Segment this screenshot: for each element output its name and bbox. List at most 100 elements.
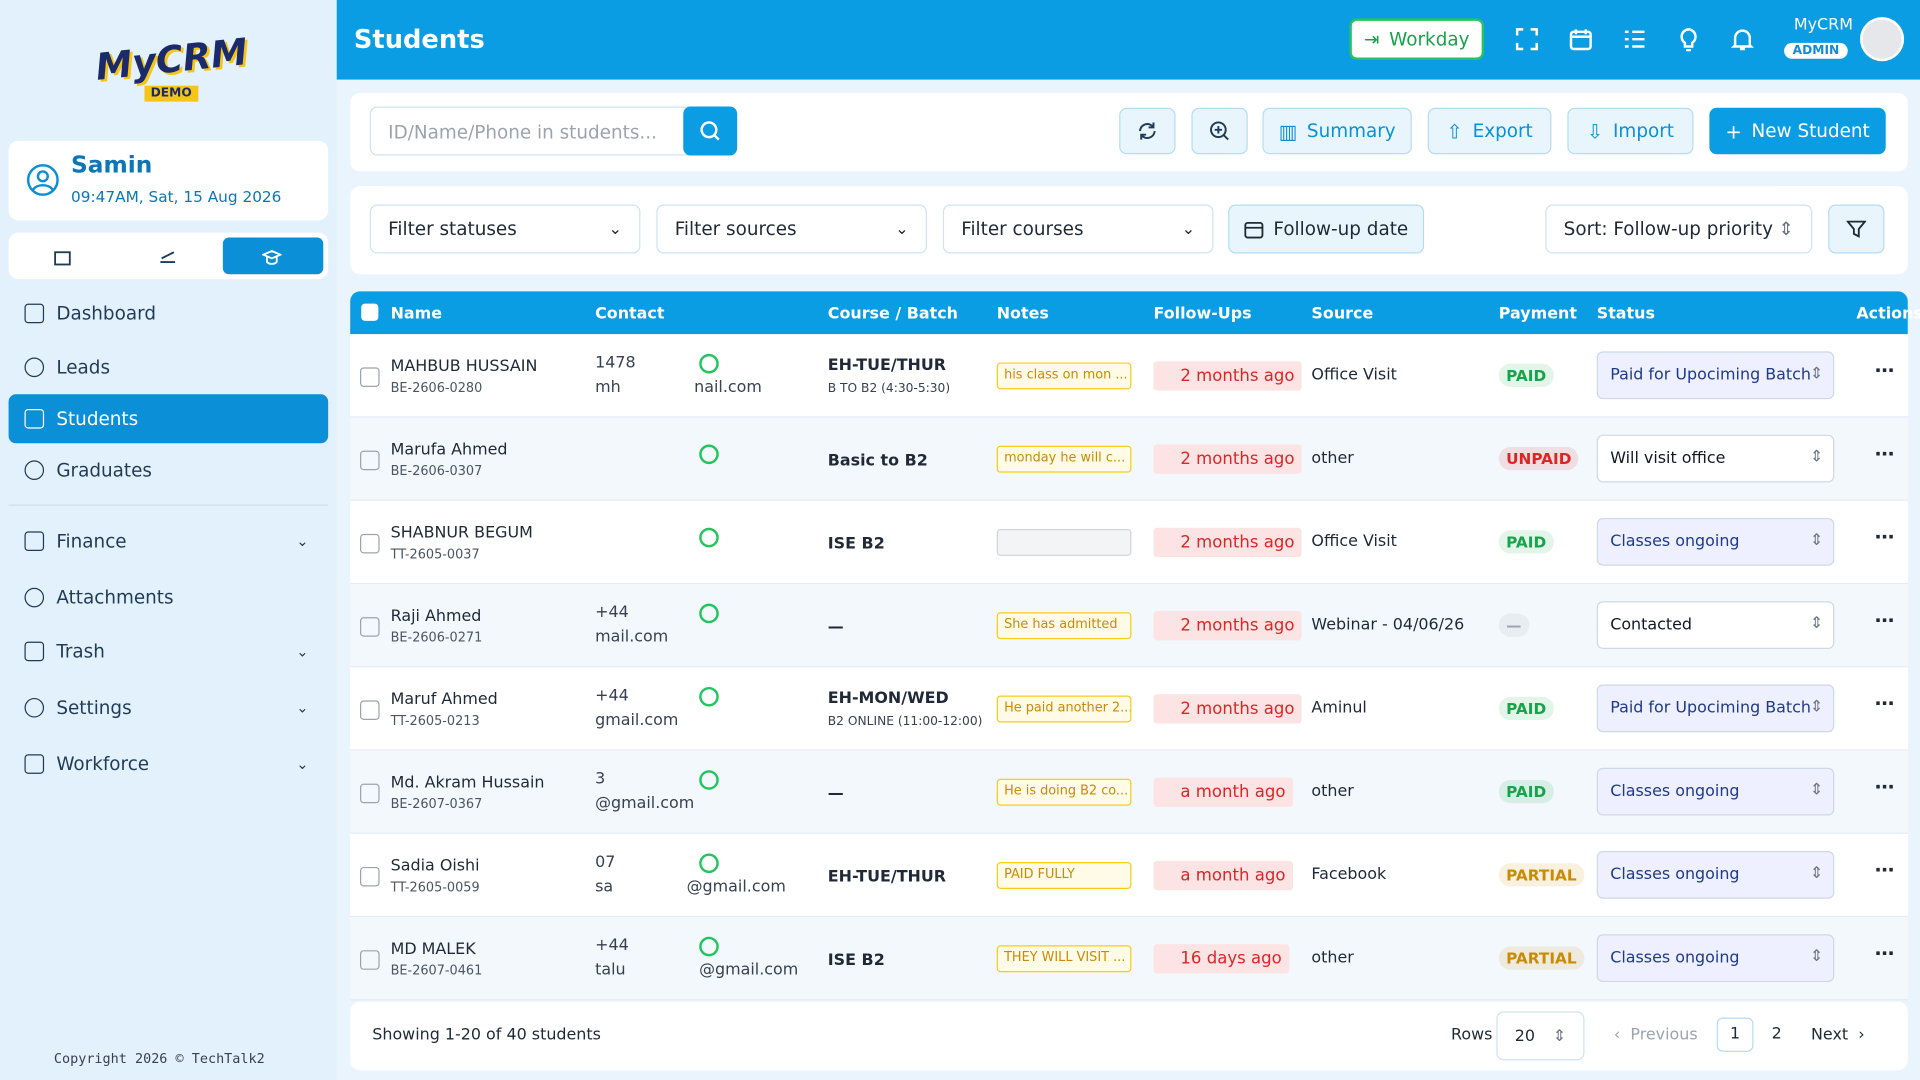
note: He paid another 2... bbox=[996, 695, 1132, 723]
contact-text: nail.com bbox=[694, 378, 762, 397]
toolbar-button[interactable]: ▥ Summary bbox=[1262, 107, 1412, 155]
rows-select[interactable]: 20 ⇕ bbox=[1496, 1011, 1585, 1061]
followup-badge: 16 days ago bbox=[1153, 944, 1290, 974]
source: Office Visit bbox=[1311, 366, 1397, 385]
whatsapp-icon[interactable] bbox=[699, 444, 719, 465]
whatsapp-icon[interactable] bbox=[699, 853, 719, 874]
row-actions[interactable]: ⋯ bbox=[1874, 525, 1895, 549]
row-actions[interactable]: ⋯ bbox=[1874, 358, 1895, 383]
page-button[interactable]: 1 bbox=[1716, 1017, 1754, 1052]
status-select[interactable]: Classes ongoing ⇕ bbox=[1596, 934, 1835, 983]
nav-item[interactable]: Workforce ⌄ bbox=[9, 740, 329, 789]
nav-label: Settings bbox=[56, 696, 132, 719]
row-actions[interactable]: ⋯ bbox=[1874, 608, 1895, 632]
filter-select[interactable]: Filter courses ⌄ bbox=[942, 204, 1214, 254]
status-label: Classes ongoing bbox=[1610, 532, 1740, 552]
search-box[interactable]: ID/Name/Phone in students... bbox=[369, 106, 738, 156]
nav-item[interactable]: Leads bbox=[9, 343, 329, 392]
row-actions[interactable]: ⋯ bbox=[1874, 691, 1895, 716]
nav-item[interactable]: Settings ⌄ bbox=[9, 683, 329, 732]
contact-text: +44 bbox=[595, 936, 629, 956]
column-header: Contact bbox=[595, 304, 665, 324]
row-checkbox[interactable] bbox=[360, 700, 380, 721]
toolbar-button[interactable]: + New Student bbox=[1709, 107, 1886, 155]
contact-line: +44 bbox=[595, 937, 629, 955]
next-button[interactable]: Next › bbox=[1811, 1026, 1865, 1045]
nav-item[interactable]: Finance ⌄ bbox=[9, 517, 329, 566]
row-checkbox[interactable] bbox=[360, 533, 380, 554]
followup-badge: 2 months ago bbox=[1153, 444, 1302, 474]
status-label: Paid for Upociming Batch bbox=[1610, 366, 1812, 385]
row-checkbox[interactable] bbox=[360, 783, 380, 804]
app-name: MyCRM bbox=[1793, 15, 1853, 35]
row-actions[interactable]: ⋯ bbox=[1874, 442, 1895, 466]
nav-chevron: ⌄ bbox=[296, 699, 309, 717]
sort-select[interactable]: Sort: Follow-up priority ⇕ bbox=[1545, 204, 1813, 254]
status-label: Classes ongoing bbox=[1610, 865, 1740, 885]
toolbar-button[interactable]: ⇩ Import bbox=[1567, 107, 1694, 155]
nav-item[interactable]: Graduates bbox=[9, 446, 329, 495]
nav-item[interactable]: Attachments bbox=[9, 573, 329, 622]
prev-button[interactable]: ‹ Previous bbox=[1613, 1026, 1698, 1045]
student-name: Md. Akram Hussain bbox=[390, 773, 545, 793]
next-label: Next bbox=[1811, 1026, 1849, 1045]
whatsapp-icon[interactable] bbox=[699, 686, 719, 707]
rows-label: Rows bbox=[1451, 1026, 1493, 1045]
row-checkbox[interactable] bbox=[360, 367, 380, 387]
student-name: Marufa Ahmed bbox=[390, 440, 508, 460]
nav-item[interactable]: Dashboard bbox=[9, 289, 329, 338]
status-select[interactable]: Classes ongoing ⇕ bbox=[1596, 517, 1835, 566]
status-select[interactable]: Classes ongoing ⇕ bbox=[1596, 851, 1835, 899]
nav-label: Leads bbox=[56, 356, 111, 379]
status-select[interactable]: Paid for Upociming Batch ⇕ bbox=[1596, 351, 1835, 400]
nav-icon bbox=[24, 357, 45, 378]
clear-filter-button[interactable] bbox=[1828, 204, 1885, 254]
filter-label: Filter courses bbox=[961, 217, 1084, 241]
row-actions[interactable]: ⋯ bbox=[1874, 941, 1895, 965]
status-select[interactable]: Contacted ⇕ bbox=[1596, 601, 1835, 649]
toolbar-button[interactable]: ⇧ Export bbox=[1427, 107, 1552, 155]
refresh-button[interactable] bbox=[1119, 107, 1176, 155]
whatsapp-icon[interactable] bbox=[699, 770, 719, 790]
filter-select[interactable]: Filter sources ⌄ bbox=[656, 204, 927, 254]
payment-badge: PAID bbox=[1498, 363, 1554, 387]
row-actions[interactable]: ⋯ bbox=[1874, 858, 1895, 882]
note bbox=[996, 528, 1132, 556]
status-select[interactable]: Paid for Upociming Batch ⇕ bbox=[1596, 684, 1835, 733]
avatar[interactable] bbox=[1860, 17, 1905, 62]
note: PAID FULLY bbox=[996, 862, 1132, 889]
filter-label: Filter statuses bbox=[388, 217, 517, 241]
row-checkbox[interactable] bbox=[360, 450, 380, 471]
contact-text: @gmail.com bbox=[686, 877, 786, 897]
row-actions[interactable]: ⋯ bbox=[1874, 775, 1895, 799]
nav-item[interactable]: Trash ⌄ bbox=[9, 627, 329, 676]
row-checkbox[interactable] bbox=[360, 866, 380, 887]
row-checkbox[interactable] bbox=[360, 617, 380, 637]
status-arrow: ⇕ bbox=[1809, 697, 1824, 717]
student-id: BE-2606-0307 bbox=[390, 464, 483, 479]
page-button[interactable]: 2 bbox=[1771, 1024, 1782, 1044]
chevron: ⌄ bbox=[895, 219, 909, 239]
column-header: Payment bbox=[1498, 304, 1577, 324]
status-arrow: ⇕ bbox=[1809, 364, 1824, 384]
nav-item[interactable]: Students bbox=[8, 394, 329, 444]
whatsapp-icon[interactable] bbox=[699, 936, 719, 957]
filter-select[interactable]: Filter statuses ⌄ bbox=[369, 204, 641, 254]
whatsapp-icon[interactable] bbox=[699, 527, 719, 548]
table-row: MAHBUB HUSSAIN BE-2606-0280 1478 mh nail.com… bbox=[350, 334, 1908, 418]
followup-filter[interactable]: Follow-up date bbox=[1228, 204, 1425, 254]
status-select[interactable]: Will visit office ⇕ bbox=[1596, 434, 1835, 483]
zoom-button[interactable] bbox=[1191, 107, 1248, 155]
mode-switch[interactable] bbox=[8, 232, 329, 280]
row-checkbox[interactable] bbox=[360, 950, 380, 970]
student-id: BE-2607-0367 bbox=[390, 797, 483, 812]
table-footer: Showing 1-20 of 40 students Rows 20 ⇕ ‹ P… bbox=[350, 1001, 1908, 1071]
workday-button[interactable]: ⇥ Workday bbox=[1349, 18, 1485, 61]
whatsapp-icon[interactable] bbox=[699, 603, 719, 624]
whatsapp-icon[interactable] bbox=[699, 353, 719, 374]
column-header: Name bbox=[390, 304, 443, 324]
source: other bbox=[1311, 948, 1354, 968]
status-select[interactable]: Classes ongoing ⇕ bbox=[1596, 767, 1835, 816]
payment-badge: — bbox=[1498, 613, 1529, 637]
